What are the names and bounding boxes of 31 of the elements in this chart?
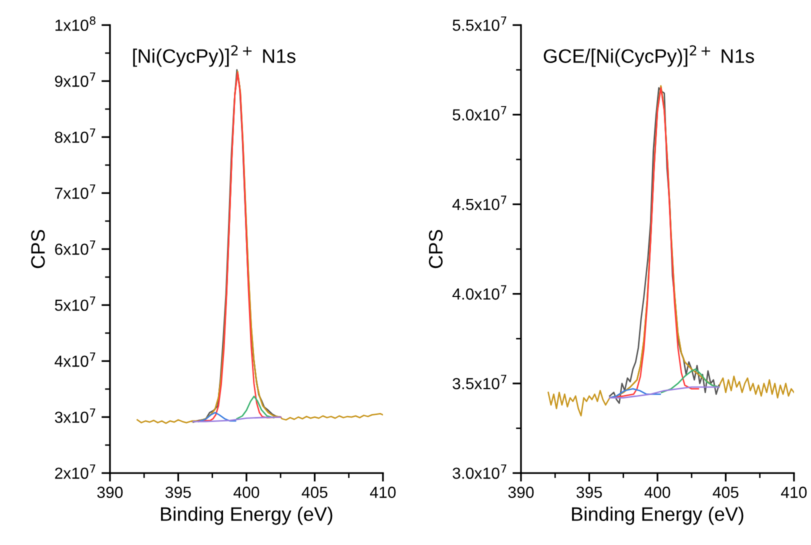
x-tick-label: 400 [234,486,260,498]
y-axis-title: CPS [428,230,443,268]
x-axis-title: Binding Energy (eV) [161,506,332,525]
x-tick-label: 410 [370,486,396,498]
y-tick-label: 6x10$^{7}$ [55,240,96,255]
y-tick-label: 3.5x10$^{7}$ [452,374,506,390]
y-tick-label: 5.0x10$^{7}$ [452,106,506,121]
text: [Ni(CycPy)]$^{2+}$ N1s [133,45,296,67]
y-tick-label: 1x10$^{8}$ [56,16,96,31]
text: GCE/[Ni(CycPy)]$^{2+}$ N1s [544,45,754,67]
x-tick-label: 405 [712,486,738,498]
x-tick-label: 395 [576,486,602,498]
x-tick-label: 390 [97,486,123,498]
y-tick-label: 3x10$^{7}$ [54,408,96,423]
x-axis-title: Binding Energy (eV) [572,506,744,525]
y-tick-label: 9x10$^{7}$ [55,72,96,87]
x-tick-label: 395 [166,486,191,498]
y-tick-label: 5.5x10$^{7}$ [452,16,506,31]
y-tick-label: 5x10$^{7}$ [54,296,96,311]
x-tick-label: 400 [644,486,670,498]
y-tick-label: 4x10$^{7}$ [54,352,96,367]
x-tick-label: 390 [508,486,534,498]
y-tick-label: 2x10$^{7}$ [55,464,96,479]
y-tick-label: 4.0x10$^{7}$ [452,285,506,300]
y-axis-title: CPS [31,230,45,268]
y-tick-label: 4.5x10$^{7}$ [452,196,506,210]
y-tick-label: 3.0x10$^{7}$ [452,464,506,479]
y-tick-label: 8x10$^{7}$ [54,128,96,143]
x-tick-label: 410 [781,486,807,498]
x-tick-label: 405 [302,486,328,498]
y-tick-label: 7x10$^{7}$ [55,184,96,199]
